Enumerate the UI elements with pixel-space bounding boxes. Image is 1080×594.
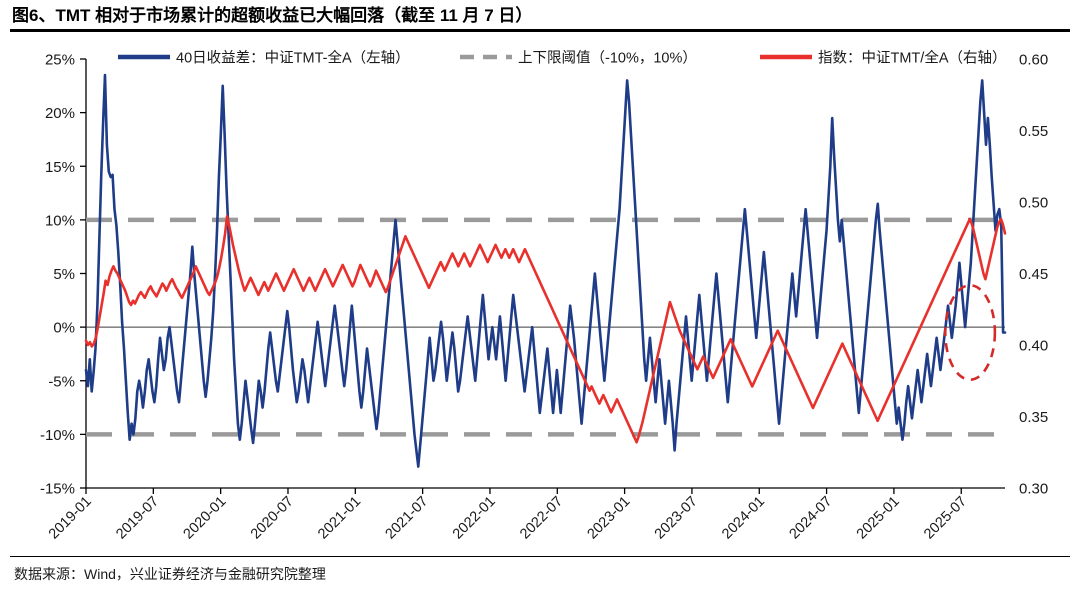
x-axis-tick-label: 2022-07 <box>517 494 566 543</box>
right-axis-tick-label: 0.35 <box>1019 409 1048 426</box>
x-axis-tick-label: 2021-07 <box>383 494 432 543</box>
right-axis-tick-label: 0.40 <box>1019 338 1048 355</box>
legend-item-blue-line: 40日收益差：中证TMT-全A（左轴） <box>118 49 410 67</box>
x-axis-tick-label: 2019-07 <box>113 494 162 543</box>
legend-label-red-line: 指数：中证TMT/全A（右轴） <box>818 49 1007 67</box>
x-axis-tick-label: 2024-07 <box>786 494 835 543</box>
left-axis-tick-label: 5% <box>53 266 75 283</box>
x-axis-tick-label: 2022-01 <box>450 494 499 543</box>
right-axis-tick-label: 0.30 <box>1019 481 1048 498</box>
threshold-lines <box>86 217 1005 437</box>
left-axis-tick-label: -5% <box>48 373 75 390</box>
right-axis-tick-label: 0.45 <box>1019 266 1048 283</box>
series-group <box>84 73 1007 468</box>
right-axis-tick-label: 0.55 <box>1019 123 1048 140</box>
chart-legend: 40日收益差：中证TMT-全A（左轴） 上下限阈值（-10%，10%） 指数：中证T… <box>118 49 1007 67</box>
chart-canvas: 40日收益差：中证TMT-全A（左轴） 上下限阈值（-10%，10%） 指数：中证T… <box>40 49 1048 543</box>
legend-item-red-line: 指数：中证TMT/全A（右轴） <box>760 49 1007 67</box>
axes: 25% 20% 15% 10% 5% 0% -5% -10% -15% 0.60 0.55 0.50 0… <box>40 52 1048 543</box>
left-axis-tick-label: -15% <box>40 481 75 498</box>
source-note: 数据来源：Wind，兴业证券经济与金融研究院整理 <box>14 566 326 582</box>
x-axis-tick-label: 2020-07 <box>248 494 297 543</box>
series-line-blue <box>84 73 1007 468</box>
annotation-ellipse <box>943 283 997 381</box>
x-axis-tick-label: 2020-01 <box>181 494 230 543</box>
footer-divider <box>10 556 1070 557</box>
legend-label-blue-line: 40日收益差：中证TMT-全A（左轴） <box>176 49 410 67</box>
x-axis-tick-label: 2025-07 <box>921 494 970 543</box>
x-axis-tick-label: 2023-01 <box>584 494 633 543</box>
left-axis-tick-label: -10% <box>40 427 75 444</box>
x-axis-tick-label: 2024-01 <box>719 494 768 543</box>
right-axis-tick-label: 0.60 <box>1019 52 1048 69</box>
x-axis-tick-label: 2025-01 <box>854 494 903 543</box>
left-axis-tick-label: 0% <box>53 320 75 337</box>
left-axis-tick-label: 15% <box>45 159 75 176</box>
left-axis-tick-label: 25% <box>45 52 75 69</box>
figure-title: 图6、TMT 相对于市场累计的超额收益已大幅回落（截至 11 月 7 日） <box>12 6 533 25</box>
left-axis-tick-label: 10% <box>45 212 75 229</box>
series-line-red <box>84 215 1007 444</box>
x-axis-tick-label: 2019-01 <box>46 494 95 543</box>
annotations <box>943 283 997 381</box>
x-axis-tick-label: 2023-07 <box>652 494 701 543</box>
legend-label-threshold-line: 上下限阈值（-10%，10%） <box>518 50 697 67</box>
x-axis-tick-label: 2021-01 <box>315 494 364 543</box>
legend-item-threshold-line: 上下限阈值（-10%，10%） <box>460 50 697 67</box>
right-axis-tick-label: 0.50 <box>1019 195 1048 212</box>
left-axis-tick-label: 20% <box>45 105 75 122</box>
title-divider-top <box>10 29 1070 32</box>
